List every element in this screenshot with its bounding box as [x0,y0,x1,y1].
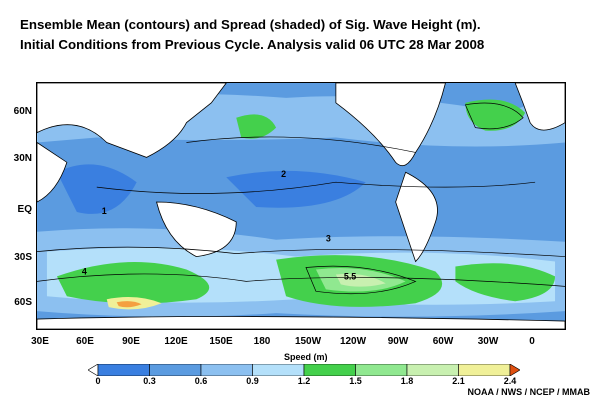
colorbar-title: Speed (m) [284,352,328,362]
colorbar-swatch [406,364,459,376]
lat-label: EQ [17,204,32,215]
colorbar [88,364,520,376]
landmass-south-america [395,171,438,263]
colorbar-tick-label: 0 [95,376,101,386]
colorbar-tick-label: 2.1 [452,376,465,386]
lon-label: 120W [339,336,367,347]
colorbar-swatch [97,364,150,376]
colorbar-tick-label: 0.6 [194,376,208,386]
map-panel: 1 2 3 4 5.5 [36,82,566,330]
lon-label: 0 [529,336,535,347]
colorbar-min-arrow [88,364,99,376]
colorbar-tick-label: 1.8 [400,376,414,386]
contour-label: 5.5 [344,271,356,281]
colorbar-tick-label: 0.3 [143,376,156,386]
lon-label: 90W [387,336,409,347]
colorbar-max-arrow [509,364,520,376]
contour-label: 1 [102,206,107,216]
contour-line [37,273,565,287]
lat-label: 30S [14,252,32,263]
lat-label: 60N [13,106,32,117]
credit-text: NOAA / NWS / NCEP / MMAB [467,387,590,397]
contour-label: 3 [326,234,331,244]
colorbar-swatch [458,364,511,376]
landmass-antarctica [37,316,565,329]
lat-label: 60S [14,297,32,308]
contour-line [96,181,536,194]
contour-label: 4 [82,266,87,276]
landmass-asia [37,83,227,158]
colorbar-tick-label: 1.5 [349,376,362,386]
landmass-africa [37,142,68,203]
map-title-line-2: Initial Conditions from Previous Cycle. … [20,37,485,52]
landmass-europe [514,83,565,131]
lon-label: 30W [477,336,499,347]
spread-band-green [236,114,277,139]
colorbar-tick-label: 0.9 [246,376,259,386]
lon-label: 60W [432,336,454,347]
lon-label: 150E [209,336,233,347]
wave-height-map: 1 2 3 4 5.5 [37,83,565,329]
colorbar-swatch [149,364,202,376]
spread-band-green [465,99,526,131]
lon-label: 90E [122,336,140,347]
map-title-line-1: Ensemble Mean (contours) and Spread (sha… [20,17,481,32]
landmass-australia [156,201,237,257]
lon-label: 180 [253,336,271,347]
lon-label: 150W [294,336,322,347]
spread-band-green [56,262,210,304]
contour-line [37,246,565,257]
contour-label: 2 [281,169,286,179]
lon-label: 120E [164,336,188,347]
colorbar-swatch [355,364,408,376]
lon-label: 30E [31,336,49,347]
spread-band-low [56,164,137,214]
contour-line [464,102,524,130]
contour-line [305,265,417,295]
colorbar-swatch [252,364,305,376]
colorbar-tick-label: 2.4 [503,376,517,386]
colorbar-swatch [303,364,356,376]
spread-band-palegreen [335,273,386,287]
colorbar-tick-label: 1.2 [297,376,311,386]
contour-line [186,136,416,153]
spread-band-low [226,170,366,208]
lon-label: 60E [76,336,94,347]
spread-band-orange [116,301,142,308]
landmass-north-america [335,83,446,167]
lat-label: 30N [13,153,32,164]
colorbar-swatch [200,364,253,376]
